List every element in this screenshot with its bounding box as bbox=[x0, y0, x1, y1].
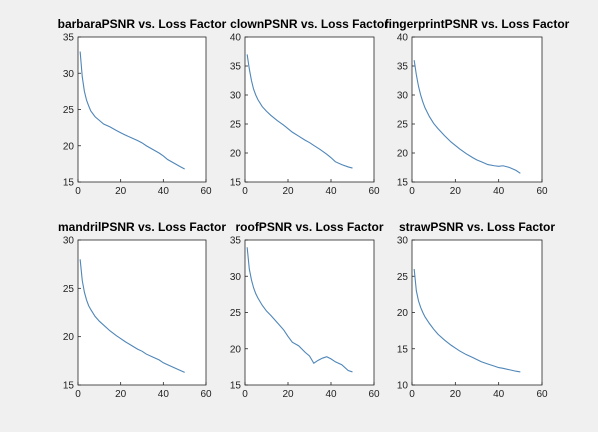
plot-area bbox=[244, 239, 375, 386]
psnr-series-line bbox=[413, 268, 521, 373]
y-tick-label: 20 bbox=[397, 149, 409, 160]
x-tick-label: 0 bbox=[242, 186, 248, 197]
x-tick-label: 40 bbox=[158, 389, 170, 400]
y-tick-label: 20 bbox=[230, 149, 242, 160]
x-tick-label: 0 bbox=[75, 389, 81, 400]
y-tick-label: 20 bbox=[63, 332, 75, 343]
x-tick-label: 0 bbox=[242, 389, 248, 400]
y-tick-label: 30 bbox=[397, 236, 409, 247]
plot-area bbox=[411, 239, 543, 386]
y-tick-label: 15 bbox=[230, 381, 242, 392]
psnr-series-line bbox=[413, 60, 521, 174]
chart-title: strawPSNR vs. Loss Factor bbox=[399, 220, 555, 234]
x-tick-label: 40 bbox=[325, 389, 337, 400]
plot-area bbox=[411, 36, 543, 183]
x-tick-label: 0 bbox=[409, 186, 415, 197]
x-tick-label: 60 bbox=[200, 389, 212, 400]
y-tick-label: 25 bbox=[230, 120, 242, 131]
y-tick-label: 35 bbox=[63, 33, 75, 44]
subplot-4: mandrilPSNR vs. Loss Factor 0 20 40 60 15 20 25… bbox=[58, 220, 226, 400]
subplot-6: strawPSNR vs. Loss Factor 0 20 40 60 10 15 20 25… bbox=[397, 220, 555, 400]
y-tick-label: 30 bbox=[230, 272, 242, 283]
x-tick-label: 40 bbox=[325, 186, 337, 197]
chart-title: barbaraPSNR vs. Loss Factor bbox=[58, 17, 227, 31]
x-tick-label: 40 bbox=[493, 186, 505, 197]
y-tick-label: 20 bbox=[230, 344, 242, 355]
chart-title: clownPSNR vs. Loss Factor bbox=[230, 17, 389, 31]
plot-area bbox=[77, 36, 207, 183]
psnr-series-line bbox=[246, 54, 353, 169]
y-tick-label: 30 bbox=[397, 91, 409, 102]
chart-title: fingerprintPSNR vs. Loss Factor bbox=[385, 17, 570, 31]
y-tick-label: 35 bbox=[230, 62, 242, 73]
y-tick-label: 40 bbox=[230, 33, 242, 44]
x-tick-label: 60 bbox=[200, 186, 212, 197]
y-tick-label: 35 bbox=[397, 62, 409, 73]
x-tick-label: 0 bbox=[409, 389, 415, 400]
y-tick-label: 30 bbox=[230, 91, 242, 102]
x-tick-label: 20 bbox=[115, 389, 127, 400]
y-tick-label: 15 bbox=[397, 178, 409, 189]
y-tick-label: 25 bbox=[397, 120, 409, 131]
x-tick-label: 20 bbox=[450, 186, 462, 197]
subplot-1: barbaraPSNR vs. Loss Factor 0 20 40 60 15 20 25… bbox=[58, 17, 227, 197]
y-tick-label: 15 bbox=[63, 178, 75, 189]
plot-area bbox=[244, 36, 375, 183]
y-tick-label: 15 bbox=[63, 381, 75, 392]
y-tick-label: 25 bbox=[397, 272, 409, 283]
x-tick-label: 60 bbox=[536, 186, 548, 197]
psnr-series-line bbox=[79, 51, 185, 170]
y-tick-label: 15 bbox=[230, 178, 242, 189]
x-tick-label: 60 bbox=[368, 186, 380, 197]
y-tick-label: 25 bbox=[63, 284, 75, 295]
y-tick-label: 30 bbox=[63, 236, 75, 247]
y-tick-label: 25 bbox=[63, 105, 75, 116]
subplot-3: fingerprintPSNR vs. Loss Factor 0 20 40 60 15… bbox=[385, 17, 570, 197]
x-tick-label: 20 bbox=[282, 389, 294, 400]
x-tick-label: 60 bbox=[368, 389, 380, 400]
psnr-series-line bbox=[246, 247, 353, 373]
subplot-2: clownPSNR vs. Loss Factor 0 20 40 60 15 20 25 30… bbox=[230, 17, 389, 197]
y-tick-label: 30 bbox=[63, 69, 75, 80]
y-tick-label: 20 bbox=[397, 308, 409, 319]
x-tick-label: 20 bbox=[450, 389, 462, 400]
x-tick-label: 40 bbox=[493, 389, 505, 400]
y-tick-label: 40 bbox=[397, 33, 409, 44]
y-tick-label: 25 bbox=[230, 308, 242, 319]
psnr-series-line bbox=[79, 259, 185, 373]
y-tick-label: 35 bbox=[230, 236, 242, 247]
chart-title: roofPSNR vs. Loss Factor bbox=[235, 220, 383, 234]
x-tick-label: 0 bbox=[75, 186, 81, 197]
y-tick-label: 15 bbox=[397, 344, 409, 355]
y-tick-label: 20 bbox=[63, 141, 75, 152]
plot-area bbox=[77, 239, 207, 386]
x-tick-label: 40 bbox=[158, 186, 170, 197]
subplot-5: roofPSNR vs. Loss Factor 0 20 40 60 15 20 25 30 3… bbox=[230, 220, 384, 400]
x-tick-label: 20 bbox=[115, 186, 127, 197]
chart-title: mandrilPSNR vs. Loss Factor bbox=[58, 220, 226, 234]
y-tick-label: 10 bbox=[397, 381, 409, 392]
x-tick-label: 20 bbox=[282, 186, 294, 197]
x-tick-label: 60 bbox=[536, 389, 548, 400]
